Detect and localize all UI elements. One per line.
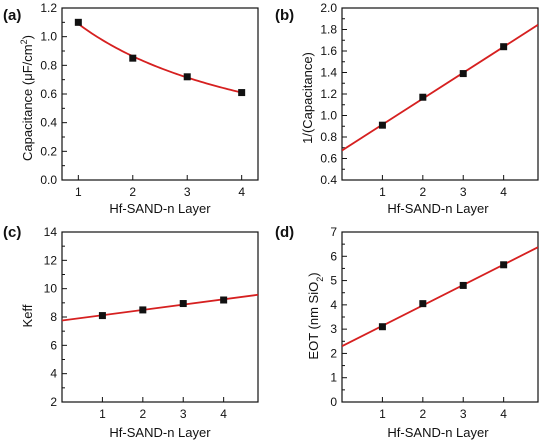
- panel-label-b: (b): [275, 7, 294, 24]
- x-tick-label-a: 2: [129, 185, 136, 199]
- x-tick-label-a: 4: [238, 185, 245, 199]
- data-point-b: [500, 43, 508, 51]
- y-tick-label-a: 0.4: [40, 116, 57, 130]
- data-point-a: [129, 54, 137, 62]
- data-point-c: [220, 296, 228, 304]
- data-point-b: [459, 70, 467, 78]
- x-tick-label-c: 3: [180, 407, 187, 421]
- fit-line-b: [342, 24, 538, 152]
- panel-d: (d) Hf-SAND-n Layer EOT (nm SiO2) 1 2 3 4 0 1…: [275, 224, 539, 440]
- data-point-c: [179, 300, 187, 308]
- plot-frame-b: [341, 7, 539, 181]
- panel-label-d: (d): [275, 224, 294, 241]
- x-tick-label-d: 3: [460, 407, 467, 421]
- y-tick-label-b: 1.6: [320, 44, 337, 58]
- data-point-c: [98, 312, 106, 320]
- y-tick-label-c: 8: [50, 310, 57, 324]
- y-tick-label-a: 0.6: [40, 87, 57, 101]
- y-tick-label-d: 0: [330, 395, 337, 409]
- data-point-d: [500, 261, 508, 269]
- x-tick-label-d: 4: [500, 407, 507, 421]
- x-tick-label-b: 3: [460, 185, 467, 199]
- x-tick-label-b: 1: [379, 185, 386, 199]
- y-tick-label-b: 1.2: [320, 87, 337, 101]
- y-tick-label-c: 12: [44, 253, 58, 267]
- x-axis-label-c: Hf-SAND-n Layer: [109, 425, 211, 440]
- plot-frame-d: [341, 231, 539, 403]
- data-point-c: [139, 306, 147, 314]
- y-tick-label-d: 3: [330, 322, 337, 336]
- y-tick-label-d: 6: [330, 249, 337, 263]
- x-tick-label-d: 2: [419, 407, 426, 421]
- y-tick-label-d: 1: [330, 371, 337, 385]
- y-axis-label-c: Keff: [20, 304, 35, 327]
- x-tick-label-b: 2: [419, 185, 426, 199]
- y-axis-label-d: EOT (nm SiO2): [306, 272, 325, 359]
- x-tick-label-c: 4: [220, 407, 227, 421]
- y-tick-label-a: 0.0: [40, 173, 57, 187]
- data-point-a: [74, 18, 82, 26]
- x-axis-label-a: Hf-SAND-n Layer: [109, 201, 211, 216]
- y-tick-label-b: 0.6: [320, 152, 337, 166]
- x-tick-label-b: 4: [500, 185, 507, 199]
- x-axis-label-b: Hf-SAND-n Layer: [387, 201, 489, 216]
- data-point-b: [378, 121, 386, 129]
- y-tick-label-d: 4: [330, 298, 337, 312]
- x-tick-label-a: 3: [184, 185, 191, 199]
- y-tick-label-d: 2: [330, 346, 337, 360]
- y-tick-label-c: 14: [44, 225, 58, 239]
- data-point-a: [183, 73, 191, 81]
- y-axis-label-a: Capacitance (μF/cm2): [19, 35, 35, 161]
- data-point-d: [459, 281, 467, 289]
- data-point-b: [419, 93, 427, 101]
- panel-label-c: (c): [3, 224, 21, 241]
- y-tick-label-b: 2.0: [320, 1, 337, 15]
- y-tick-label-c: 6: [50, 338, 57, 352]
- x-tick-label-c: 2: [139, 407, 146, 421]
- data-point-d: [378, 323, 386, 331]
- y-tick-label-a: 0.8: [40, 58, 57, 72]
- x-tick-label-c: 1: [99, 407, 106, 421]
- y-tick-label-b: 0.8: [320, 130, 337, 144]
- fit-line-c: [62, 293, 258, 322]
- y-tick-label-a: 0.2: [40, 144, 57, 158]
- data-point-d: [419, 300, 427, 308]
- fit-line-d: [342, 246, 538, 347]
- y-tick-label-b: 1.4: [320, 66, 337, 80]
- y-tick-label-c: 10: [44, 282, 58, 296]
- x-tick-label-d: 1: [379, 407, 386, 421]
- y-tick-label-d: 7: [330, 225, 337, 239]
- y-tick-label-c: 4: [50, 367, 57, 381]
- x-axis-label-d: Hf-SAND-n Layer: [387, 425, 489, 440]
- panel-b: (b) Hf-SAND-n Layer 1/(Capacitance) 1 2 3 4…: [275, 1, 539, 216]
- y-tick-label-a: 1.2: [40, 1, 57, 15]
- y-tick-label-d: 5: [330, 274, 337, 288]
- y-tick-label-c: 2: [50, 395, 57, 409]
- data-point-a: [238, 89, 246, 97]
- fit-line-a: [77, 23, 242, 94]
- y-tick-label-b: 0.4: [320, 173, 337, 187]
- y-tick-label-a: 1.0: [40, 30, 57, 44]
- y-tick-label-b: 1.0: [320, 109, 337, 123]
- panel-label-a: (a): [3, 7, 21, 24]
- panel-a: (a) Hf-SAND-n Layer Capacitance (μF/cm2)…: [3, 1, 259, 216]
- y-tick-label-b: 1.8: [320, 23, 337, 37]
- y-axis-label-b: 1/(Capacitance): [300, 52, 315, 144]
- x-tick-label-a: 1: [75, 185, 82, 199]
